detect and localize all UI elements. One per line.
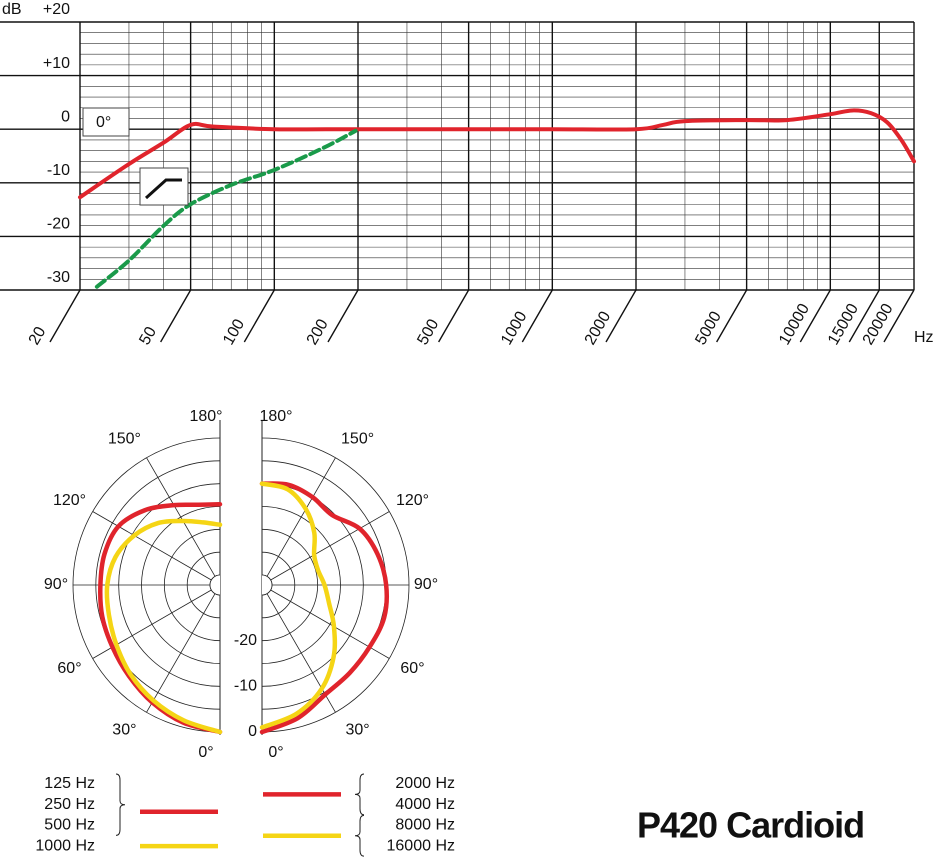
- legend-label: 500 Hz: [44, 817, 95, 834]
- response-curve: [78, 108, 916, 200]
- tick-mark: [521, 289, 553, 343]
- polar-center: [209, 574, 221, 596]
- legend-label: 2000 Hz: [395, 775, 455, 792]
- polar-spoke: [266, 457, 336, 577]
- polar-curve: [259, 481, 338, 730]
- polar-spoke: [146, 593, 216, 713]
- y-tick-label: -30: [47, 269, 70, 286]
- x-tick-label: 10000: [776, 301, 813, 348]
- product-title: P420 Cardioid: [637, 805, 864, 846]
- legend-label: 250 Hz: [44, 796, 95, 813]
- polar-spoke: [146, 457, 216, 577]
- tick-mark: [243, 289, 275, 343]
- legend-label: 1000 Hz: [35, 837, 95, 854]
- angle-label: 150°: [108, 431, 141, 448]
- radial-tick-label: -20: [234, 632, 257, 649]
- angle-label: 120°: [53, 492, 86, 509]
- polar-center: [261, 574, 273, 596]
- y-tick-label: 0: [61, 108, 70, 125]
- legend-brace: [115, 773, 126, 836]
- polar-plots: 0° 30° 60° 90° 120° 150° 180° -20 -10 0 125 Hz 250 …: [35, 408, 456, 857]
- x-tick-label: 2000: [582, 309, 615, 348]
- angle-label: 30°: [112, 722, 136, 739]
- angle-label: 60°: [400, 660, 424, 677]
- x-tick-label: 15000: [825, 301, 862, 348]
- y-tick-label: -10: [47, 162, 70, 179]
- frequency-plot: +20 +10 0 -10 -20 -30 20 50 100 200 500 1000 2000 500…: [0, 1, 916, 348]
- legend-brace: [354, 773, 365, 816]
- annotation-box: [82, 107, 130, 137]
- polar-spoke: [270, 511, 390, 581]
- x-tick-label: 100: [220, 316, 248, 348]
- angle-label: 30°: [345, 722, 369, 739]
- angle-label: 90°: [414, 576, 438, 593]
- y-tick-label: -20: [47, 216, 70, 233]
- tick-mark: [716, 289, 748, 343]
- tick-mark: [883, 289, 915, 343]
- x-axis-label: Hz: [914, 329, 934, 346]
- x-tick-label: 1000: [498, 309, 531, 348]
- highpass-icon: [144, 178, 182, 200]
- tick-mark: [848, 289, 880, 343]
- polar-curve: [259, 481, 389, 735]
- x-tick-label: 500: [414, 316, 442, 348]
- legend-label: 8000 Hz: [395, 817, 455, 834]
- angle-label: 120°: [396, 492, 429, 509]
- angle-label: 150°: [341, 431, 374, 448]
- angle-label: 0°: [268, 744, 283, 761]
- tick-mark: [799, 289, 831, 343]
- x-tick-label: 200: [304, 316, 332, 348]
- y-tick-label: +10: [43, 55, 70, 72]
- angle-label: 60°: [57, 660, 81, 677]
- highpass-icon-box: [139, 167, 189, 206]
- tick-mark: [605, 289, 637, 343]
- angle-label: 180°: [189, 408, 222, 425]
- tick-mark: [327, 289, 359, 343]
- tick-mark: [438, 289, 470, 343]
- tick-mark: [49, 289, 81, 343]
- tick-mark: [160, 289, 192, 343]
- polar-curve: [98, 501, 223, 735]
- annotation-label: 0°: [96, 114, 111, 131]
- polar-curve: [104, 518, 223, 735]
- y-axis-label: dB: [2, 1, 22, 18]
- x-tick-label: 5000: [692, 309, 725, 348]
- response-curve: [94, 128, 358, 289]
- x-tick-label: 50: [136, 324, 160, 348]
- x-tick-label: 20: [26, 324, 50, 348]
- polar-spoke: [92, 511, 212, 581]
- angle-label: 180°: [259, 408, 292, 425]
- angle-label: 0°: [198, 744, 213, 761]
- y-tick-label: +20: [43, 1, 70, 18]
- legend-brace: [354, 814, 365, 857]
- legend-label: 4000 Hz: [395, 796, 455, 813]
- annotations: 0°: [82, 107, 189, 206]
- radial-tick-label: -10: [234, 678, 257, 695]
- legend-label: 125 Hz: [44, 775, 95, 792]
- radial-tick-label: 0: [248, 723, 257, 740]
- x-tick-label: 20000: [860, 301, 897, 348]
- legend-label: 16000 Hz: [387, 837, 456, 854]
- angle-label: 90°: [44, 576, 68, 593]
